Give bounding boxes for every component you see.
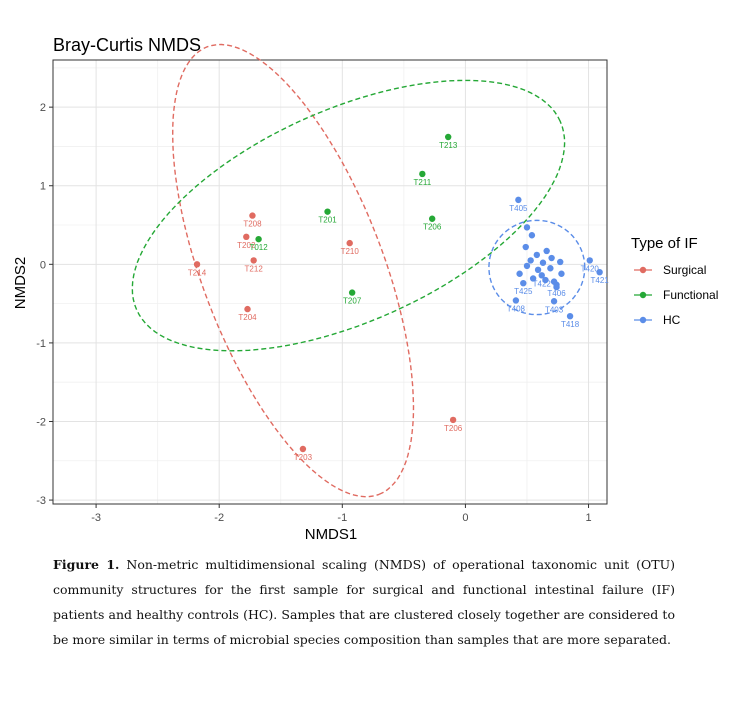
data-point-hc <box>515 196 522 204</box>
point-label: T207 <box>343 297 362 306</box>
legend-key-point <box>639 316 647 324</box>
y-tick-label: 1 <box>40 181 46 193</box>
point-label: T211 <box>414 178 432 187</box>
legend-entry-label: Surgical <box>663 263 706 277</box>
data-point-hc <box>553 283 560 291</box>
nmds-chart: Bray-Curtis NMDS -3 -2 -1 0 1 -3 -2 -1 0 1 2 T208 T2… <box>12 35 718 543</box>
y-tick-label: -2 <box>36 416 46 428</box>
data-point-functional <box>348 289 356 296</box>
y-tick-label: 0 <box>40 259 46 271</box>
point-label: T420 <box>581 264 600 273</box>
point-label: T204 <box>238 313 257 322</box>
data-point-hc <box>558 270 565 277</box>
data-point-functional <box>428 215 436 222</box>
data-point-hc <box>522 243 529 251</box>
data-point-functional <box>419 170 426 178</box>
point-label: T418 <box>561 320 580 329</box>
x-tick-label: -2 <box>214 512 224 524</box>
point-label: T421 <box>590 276 609 285</box>
legend: Type of IF Surgical Functional HC <box>631 235 718 327</box>
figure-caption: Figure 1. Non-metric multidimensional sc… <box>53 552 675 652</box>
data-point-hc <box>566 312 574 320</box>
data-point-surgical <box>249 212 256 219</box>
data-point-hc <box>586 257 593 264</box>
ellipse-hc <box>488 219 586 316</box>
ellipse-functional <box>131 79 566 352</box>
point-label: T403 <box>545 305 564 314</box>
data-point-hc <box>523 224 531 231</box>
data-point-hc <box>516 270 523 277</box>
data-point-hc <box>542 276 549 284</box>
data-point-functional <box>444 133 452 141</box>
data-point-surgical <box>193 261 201 268</box>
plot-panel: -3 -2 -1 0 1 -3 -2 -1 0 1 2 T208 T202 T212 T214 T210 T20… <box>36 43 609 524</box>
chart-title: Bray-Curtis NMDS <box>53 35 201 55</box>
legend-key-point <box>639 266 647 274</box>
data-point-surgical <box>250 257 257 264</box>
y-tick-label: -3 <box>36 495 46 507</box>
point-label: T406 <box>547 289 566 298</box>
data-point-functional <box>324 208 331 215</box>
point-label: T210 <box>341 247 360 256</box>
point-label: T012 <box>249 243 268 252</box>
point-label: T208 <box>243 220 262 229</box>
point-label: T422 <box>533 279 552 288</box>
x-tick-label: 0 <box>462 512 468 524</box>
data-point-hc <box>528 232 536 239</box>
data-point-hc <box>529 275 537 282</box>
legend-entry-label: Functional <box>663 288 718 302</box>
point-label: T206 <box>423 223 442 232</box>
data-point-surgical <box>243 233 250 241</box>
y-tick-label: 2 <box>40 102 46 114</box>
data-point-hc <box>538 272 545 279</box>
data-point-hc <box>523 262 531 270</box>
data-point-hc <box>550 298 558 305</box>
point-label: T408 <box>507 304 526 313</box>
data-point-hc <box>520 279 527 287</box>
panel-background <box>52 59 608 505</box>
x-tick-label: -3 <box>91 512 101 524</box>
data-point-hc <box>547 265 554 272</box>
data-point-surgical <box>346 239 353 247</box>
panel-border <box>52 59 608 505</box>
data-point-surgical <box>299 445 307 453</box>
ellipse-surgical <box>171 43 415 498</box>
data-point-hc <box>527 257 534 264</box>
data-point-hc <box>533 251 541 259</box>
legend-entry-label: HC <box>663 313 681 327</box>
caption-text: Non-metric multidimensional scaling (NMD… <box>53 557 675 647</box>
data-point-hc <box>543 247 550 255</box>
point-label: T212 <box>245 264 264 273</box>
legend-key-point <box>639 291 647 299</box>
point-label: T201 <box>318 216 337 225</box>
point-label: T213 <box>439 141 458 150</box>
x-tick-label: -1 <box>337 512 347 524</box>
point-label: T214 <box>188 268 207 277</box>
x-tick-label: 1 <box>585 512 591 524</box>
point-label: T405 <box>509 204 528 213</box>
data-point-surgical <box>244 305 251 313</box>
y-axis-title: NMDS2 <box>12 257 29 310</box>
data-point-hc <box>550 278 558 285</box>
data-point-hc <box>596 268 603 276</box>
data-point-hc <box>512 297 520 304</box>
y-tick-label: -1 <box>36 338 46 350</box>
data-point-functional <box>255 235 262 243</box>
legend-title: Type of IF <box>631 235 698 252</box>
data-point-hc <box>557 258 564 266</box>
data-point-surgical <box>449 416 457 424</box>
point-label: T202 <box>237 241 256 250</box>
point-label: T206 <box>444 424 463 433</box>
point-label: T425 <box>514 287 533 296</box>
point-label: T203 <box>294 453 313 462</box>
data-point-hc <box>539 259 547 266</box>
data-point-hc <box>534 266 542 274</box>
x-axis-title: NMDS1 <box>305 526 358 543</box>
caption-label: Figure 1. <box>53 557 120 572</box>
data-point-hc <box>548 254 555 262</box>
